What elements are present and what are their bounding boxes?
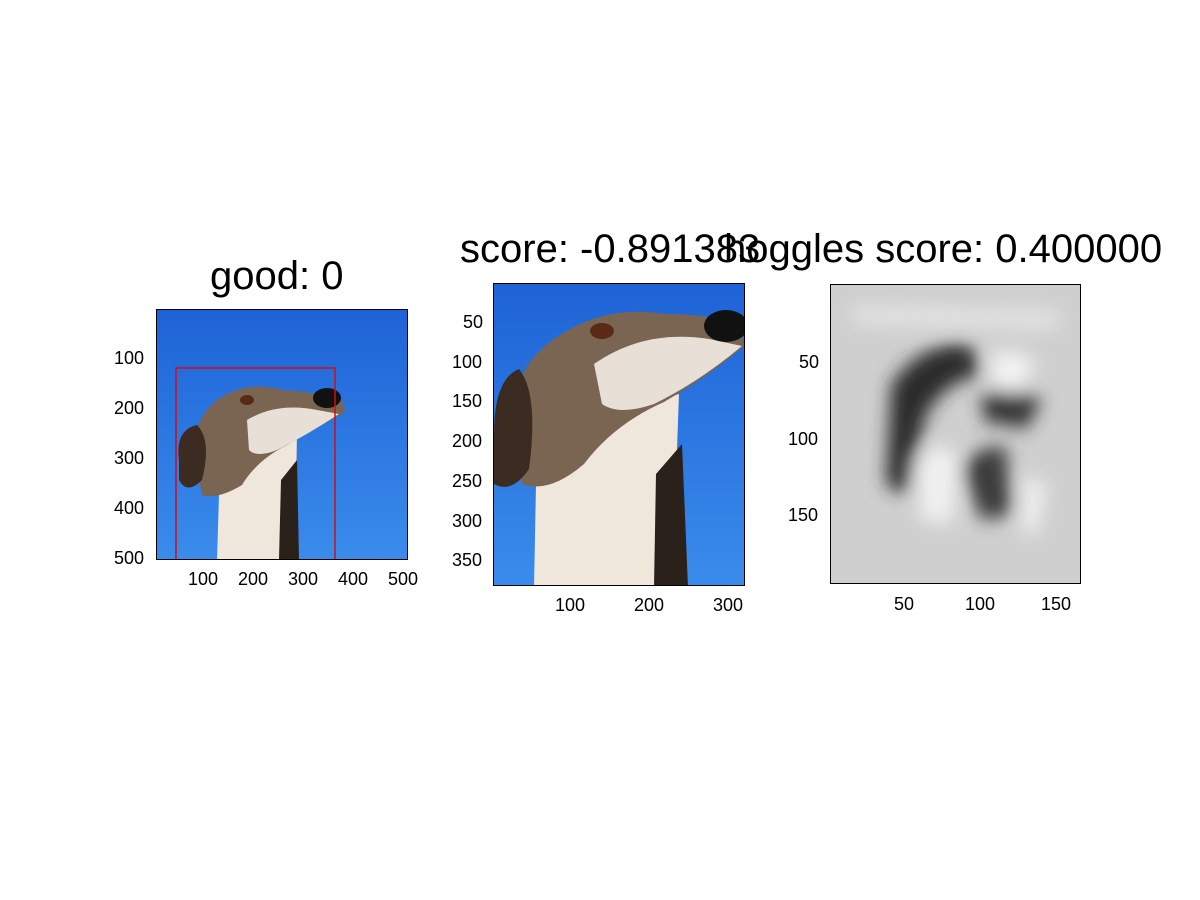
panel-1-ytick: 300: [114, 448, 145, 468]
panel-2-ytick: 50: [463, 312, 484, 332]
panel-2-ytick: 200: [452, 431, 483, 451]
panel-2-ytick: 150: [452, 391, 483, 411]
panel-1-ytick: 500: [114, 548, 145, 568]
panel-2-axes: [493, 283, 745, 586]
panel-3-title: hoggles score: 0.400000: [724, 227, 1163, 271]
panel-2-xtick: 200: [634, 595, 665, 615]
panel-1-title: good: 0: [210, 254, 344, 298]
panel-1-xtick: 400: [338, 569, 369, 589]
panel-2-ytick: 300: [452, 511, 483, 531]
panel-2-ytick: 250: [452, 471, 483, 491]
bbox-overlay: [175, 367, 336, 559]
panel-2-ytick: 350: [452, 550, 483, 570]
panel-1-axes: [156, 309, 408, 560]
panel-1-xtick: 300: [288, 569, 319, 589]
panel-3-ytick: 50: [799, 352, 820, 372]
panel-3-ytick: 100: [788, 429, 819, 449]
panel-1-ytick: 400: [114, 498, 145, 518]
panel-1-xtick: 200: [238, 569, 269, 589]
dog-photo: [157, 310, 407, 559]
hog-visualization: [831, 285, 1080, 583]
panel-1-ytick: 200: [114, 398, 145, 418]
panel-1-xtick: 100: [188, 569, 219, 589]
panel-3-ytick: 150: [788, 505, 819, 525]
panel-2-xtick: 100: [555, 595, 586, 615]
panel-2-title: score: -0.891383: [460, 227, 761, 271]
panel-1-ytick: 100: [114, 348, 145, 368]
panel-2-xtick: 300: [713, 595, 744, 615]
panel-3-axes: [830, 284, 1081, 584]
dog-photo-crop: [494, 284, 744, 585]
panel-2-ytick: 100: [452, 352, 483, 372]
panel-3-xtick: 50: [894, 594, 915, 614]
panel-1-xtick: 500: [388, 569, 419, 589]
panel-3-xtick: 100: [965, 594, 996, 614]
panel-3-xtick: 150: [1041, 594, 1072, 614]
